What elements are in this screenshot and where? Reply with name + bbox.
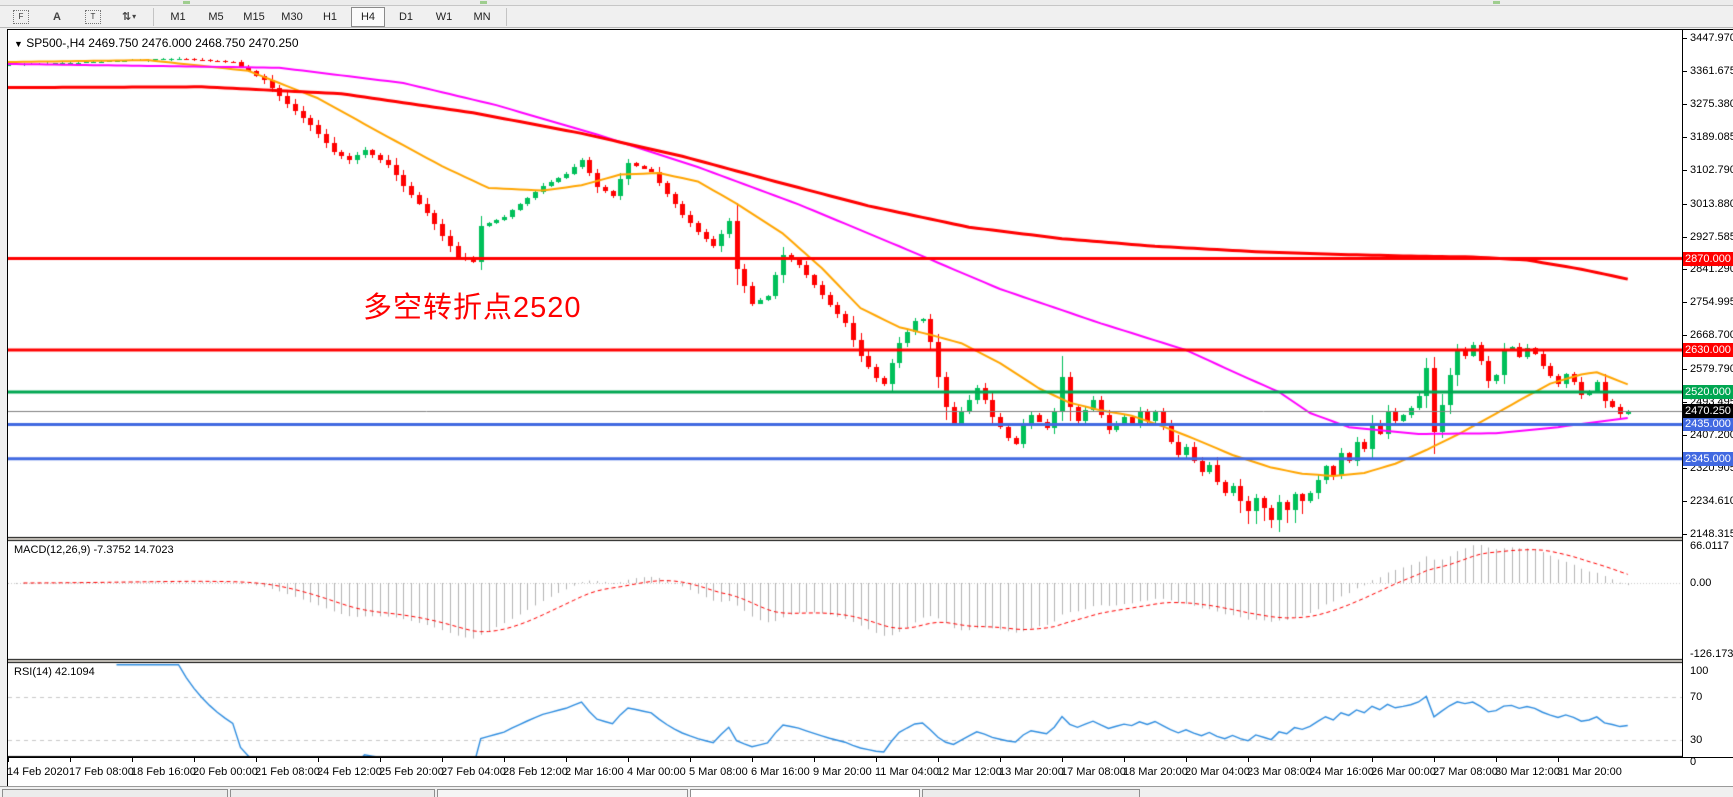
timeframe-button-w1[interactable]: W1 bbox=[435, 10, 453, 23]
clipped-upper-toolbar bbox=[0, 0, 1733, 6]
timeframe-button-m5[interactable]: M5 bbox=[208, 10, 224, 23]
toolbar-sliver-mark bbox=[480, 1, 487, 4]
chart-tab[interactable] bbox=[922, 789, 1140, 797]
timeframe-button-h4[interactable]: H4 bbox=[351, 6, 385, 27]
toolbar-sliver-mark bbox=[1493, 1, 1500, 4]
timeframe-button-group: M1 M5 M15 M30 H1 H4 D1 W1 MN bbox=[161, 6, 499, 27]
timeframe-button-mn[interactable]: MN bbox=[473, 10, 491, 23]
toolbar-separator bbox=[506, 7, 507, 26]
chart-tab[interactable] bbox=[2, 789, 228, 797]
timeframe-button-m15[interactable]: M15 bbox=[243, 10, 265, 23]
text-label-icon[interactable]: T bbox=[76, 7, 110, 27]
timeframe-button-d1[interactable]: D1 bbox=[398, 10, 414, 23]
price-chart-canvas[interactable] bbox=[8, 30, 1682, 757]
chart-tab-bar bbox=[0, 786, 1733, 797]
timeframe-button-h1[interactable]: H1 bbox=[322, 10, 338, 23]
chart-tab-active[interactable] bbox=[690, 789, 920, 797]
dropdown-caret-icon: ▾ bbox=[132, 12, 137, 21]
chart-tab[interactable] bbox=[437, 789, 688, 797]
text-a-icon[interactable]: A bbox=[53, 10, 61, 23]
toolbar-sliver-mark bbox=[183, 1, 190, 4]
toolbar-separator bbox=[153, 7, 154, 26]
chart-tab[interactable] bbox=[230, 789, 435, 797]
chart-toolbar: F A T ⇅ ▾ M1 M5 M15 M30 H1 H4 D1 W1 MN bbox=[0, 6, 1733, 28]
cursor-arrows-icon[interactable]: ⇅ ▾ bbox=[121, 11, 137, 23]
timeframe-button-m30[interactable]: M30 bbox=[281, 10, 303, 23]
chart-grid-f-icon[interactable]: F bbox=[4, 7, 38, 27]
timeframe-button-m1[interactable]: M1 bbox=[170, 10, 186, 23]
time-axis-strip bbox=[8, 757, 1733, 786]
price-axis-column bbox=[1682, 30, 1733, 757]
